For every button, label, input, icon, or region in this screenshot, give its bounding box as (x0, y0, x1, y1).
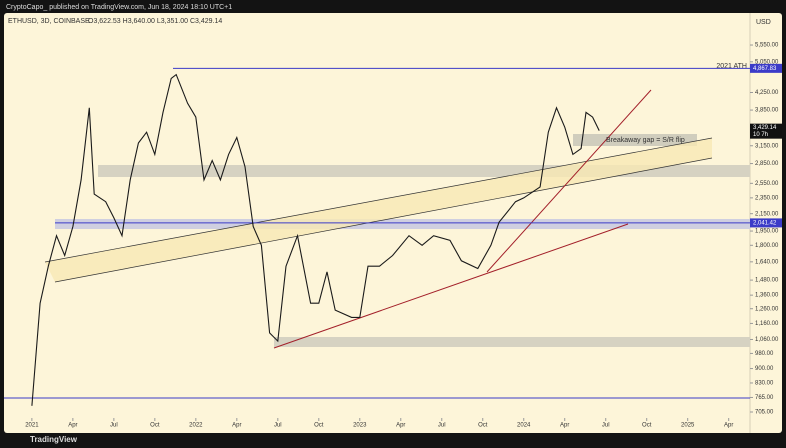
x-tick-label: Apr (396, 423, 405, 429)
y-tick-label: 1,260.00 (755, 306, 779, 312)
footer: TradingView (30, 435, 78, 444)
y-tick-label: 1,480.00 (755, 278, 779, 284)
level-label: 2,041.42 (753, 220, 777, 226)
level-label: 4,867.83 (753, 66, 777, 72)
x-tick-label: Jul (110, 423, 118, 429)
y-tick-label: 4,250.00 (755, 90, 779, 96)
y-tick-label: 1,360.00 (755, 293, 779, 299)
price-label-bg (750, 123, 782, 139)
level-label-bg (750, 218, 782, 228)
annotation: 2021 ATH (716, 63, 747, 70)
trendline (273, 223, 629, 349)
y-tick-label: 765.00 (755, 395, 774, 401)
y-tick-label: 2,350.00 (755, 195, 779, 201)
y-tick-label: 1,160.00 (755, 321, 779, 327)
y-tick-label: 2,550.00 (755, 181, 779, 187)
x-tick-label: Apr (68, 423, 77, 429)
channel (45, 138, 712, 282)
y-tick-label: 5,550.00 (755, 43, 779, 49)
x-tick-label: 2021 (25, 423, 39, 429)
currency: USD (756, 19, 771, 26)
annotation: Breakaway gap = S/R flip (606, 137, 685, 144)
x-tick-label: Apr (232, 423, 241, 429)
x-tick-label: 2024 (517, 423, 531, 429)
x-tick-label: Jul (438, 423, 446, 429)
y-tick-label: 705.00 (755, 410, 774, 416)
y-tick-label: 1,060.00 (755, 337, 779, 343)
trendline (54, 157, 713, 283)
price-line (31, 73, 600, 406)
y-tick-label: 2,150.00 (755, 211, 779, 217)
y-tick-label: 5,050.00 (755, 59, 779, 65)
x-tick-label: Oct (478, 423, 488, 429)
y-tick-label: 830.00 (755, 381, 774, 387)
ohlc: O3,622.53 H3,640.00 L3,351.00 C3,429.14 (88, 18, 222, 25)
trendline (44, 137, 713, 263)
y-tick-label: 1,800.00 (755, 243, 779, 249)
y-tick-label: 3,150.00 (755, 143, 779, 149)
countdown: 10 7h (753, 132, 768, 138)
x-tick-label: Oct (150, 423, 160, 429)
zone (274, 337, 750, 347)
x-tick-label: Apr (560, 423, 569, 429)
y-tick-label: 2,850.00 (755, 161, 779, 167)
x-tick-label: 2022 (189, 423, 203, 429)
y-tick-label: 900.00 (755, 366, 774, 372)
x-tick-label: Oct (314, 423, 324, 429)
price-label: 3,429.14 (753, 125, 777, 131)
y-tick-label: 3,850.00 (755, 108, 779, 114)
x-tick-label: Apr (724, 423, 733, 429)
x-tick-label: Jul (602, 423, 610, 429)
y-tick-label: 1,950.00 (755, 229, 779, 235)
trendline (486, 89, 652, 273)
x-tick-label: Jul (274, 423, 282, 429)
level-label-bg (750, 63, 782, 73)
y-tick-label: 1,640.00 (755, 259, 779, 265)
header: CryptoCapo_ published on TradingView.com… (6, 4, 232, 11)
x-tick-label: Oct (642, 423, 652, 429)
symbol: ETHUSD, 3D, COINBASE (8, 18, 90, 25)
zone (55, 219, 750, 229)
zone (573, 134, 697, 146)
x-tick-label: 2023 (353, 423, 367, 429)
y-tick-label: 980.00 (755, 351, 774, 357)
x-tick-label: 2025 (681, 423, 695, 429)
